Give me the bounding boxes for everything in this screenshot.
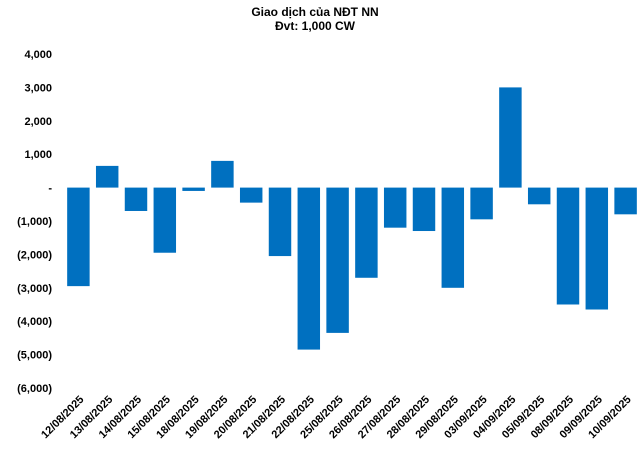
y-tick-label: - [48, 183, 52, 195]
bar [182, 187, 205, 191]
bar [614, 187, 637, 215]
bar [67, 187, 90, 287]
bar [239, 187, 263, 203]
bars [67, 87, 637, 350]
bar [211, 160, 234, 188]
bar [585, 187, 609, 310]
y-tick-label: (5,000) [17, 350, 52, 362]
chart-title: Giao dịch của NĐT NN [251, 5, 378, 19]
bar [95, 165, 119, 188]
x-axis-labels: 12/08/202513/08/202514/08/202515/08/2025… [39, 394, 634, 441]
bar [297, 187, 321, 350]
y-tick-label: (4,000) [17, 316, 52, 328]
bar [268, 187, 292, 257]
y-tick-label: 1,000 [24, 149, 52, 161]
chart-subtitle: Đvt: 1,000 CW [275, 19, 356, 33]
bar [556, 187, 580, 305]
bar [124, 187, 148, 211]
bar [470, 187, 493, 220]
y-tick-label: 3,000 [24, 82, 52, 94]
bar [499, 87, 522, 188]
bar [527, 187, 551, 205]
y-tick-label: (1,000) [17, 216, 52, 228]
y-tick-label: (2,000) [17, 249, 52, 261]
y-tick-label: (6,000) [17, 383, 52, 395]
y-tick-label: 2,000 [24, 116, 52, 128]
bar [441, 187, 465, 288]
bar [326, 187, 349, 333]
bar [153, 187, 177, 253]
bar [412, 187, 436, 232]
bar [355, 187, 378, 278]
y-tick-label: (3,000) [17, 283, 52, 295]
bar [383, 187, 407, 228]
y-tick-label: 4,000 [24, 49, 52, 61]
y-axis-labels: 4,000 3,000 2,000 1,000 - (1,000) (2,000) (3,00… [17, 49, 52, 395]
